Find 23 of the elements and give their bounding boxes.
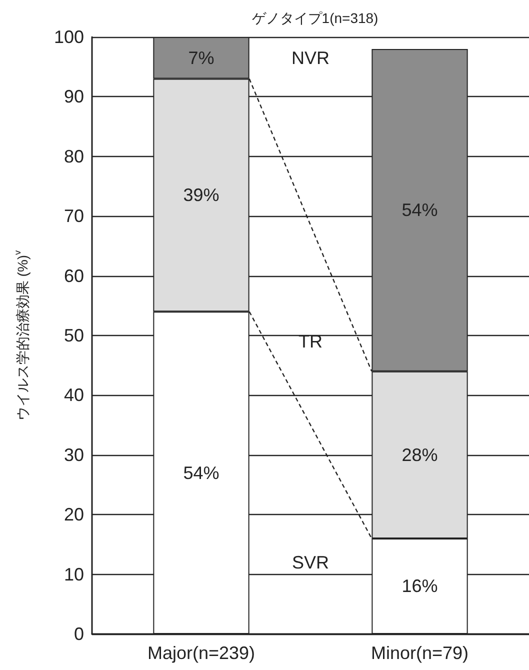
x-tick-label: Minor(n=79) (370, 643, 469, 663)
y-tick-label: 10 (64, 564, 84, 584)
y-tick-label: 100 (54, 27, 84, 47)
y-axis-title: ウイルス学的治療効果 (%)v (12, 250, 30, 421)
data-label: 39% (183, 185, 220, 206)
text: NVR (291, 48, 330, 68)
data-label: 7% (188, 48, 214, 68)
data-label: 28% (402, 444, 438, 465)
data-label: 54% (402, 200, 438, 220)
y-tick-label: 70 (64, 206, 84, 226)
y-tick-label: 80 (64, 146, 84, 166)
y-tick-label: 90 (64, 86, 84, 107)
chart-title: ゲノタイプ1(n=318) (252, 10, 378, 26)
x-tick-label: Major(n=239) (147, 643, 256, 663)
y-tick-label: 60 (64, 266, 84, 286)
y-tick-label: 50 (64, 326, 84, 346)
y-tick-label: 30 (64, 444, 84, 465)
data-label: 54% (183, 462, 220, 483)
data-label: 16% (402, 576, 438, 596)
y-tick-label: 0 (74, 624, 84, 644)
y-tick-label: 40 (64, 385, 84, 406)
y-tick-label: 20 (64, 504, 84, 525)
text: SVR (292, 552, 330, 572)
